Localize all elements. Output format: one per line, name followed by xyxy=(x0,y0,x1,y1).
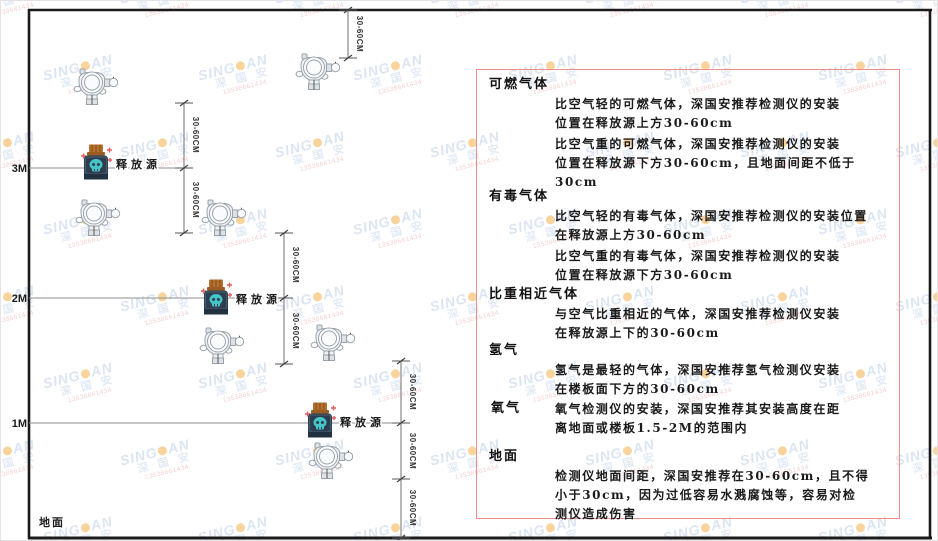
paragraph-line: 位置在释放源下方30-60cm xyxy=(555,268,734,282)
dimension-label: 30-60CM xyxy=(408,433,417,469)
release-source-label: 释放源 xyxy=(116,157,161,171)
panel-section-combustible-gas: 可燃气体 比空气轻的可燃气体，深国安推荐检测仪的安装 位置在释放源上方30-60cm… xyxy=(487,76,893,194)
dimension-tick-slash xyxy=(179,164,189,172)
gas-detector-icon xyxy=(201,199,247,236)
section-heading-ground: 地面 xyxy=(489,449,520,464)
section-paragraph: 比空气轻的可燃气体，深国安推荐检测仪的安装 位置在释放源上方30-60cm xyxy=(555,95,893,133)
skull-icon xyxy=(89,159,103,172)
dimension-tick-slash xyxy=(396,475,406,483)
release-source-icon xyxy=(305,402,336,438)
paragraph-line: 在释放源上下的30-60cm xyxy=(555,326,720,340)
spark-icon xyxy=(81,147,112,162)
guidelines-panel: 可燃气体 比空气轻的可燃气体，深国安推荐检测仪的安装 位置在释放源上方30-60cm… xyxy=(476,69,900,521)
panel-section-hydrogen: 氢气氢气是最轻的气体，深国安推荐氢气检测仪安装 在楼板面下方的30-60cm xyxy=(487,342,893,401)
dimension-tick-slash xyxy=(397,534,406,540)
panel-section-ground: 地面检测仪地面间距，深国安推荐在30-60cm，且不得 小于30cm，因为过低容易… xyxy=(487,448,893,526)
paragraph-line: 氧气检测仪的安装，深国安推荐其安装高度在距 xyxy=(555,402,841,416)
paragraph-line: 检测仪地面间距，深国安推荐在30-60cm，且不得 xyxy=(555,469,870,483)
section-paragraph: 比空气重的有毒气体，深国安推荐检测仪的安装 位置在释放源下方30-60cm xyxy=(555,247,893,285)
paragraph-line: 测仪造成伤害 xyxy=(555,507,637,521)
panel-section-toxic-gas: 有毒气体 比空气轻的有毒气体，深国安推荐检测仪的安装位置 在释放源上方30-60cm… xyxy=(487,188,893,287)
section-heading-combustible-gas: 可燃气体 xyxy=(489,77,550,92)
dimension-tick-slash xyxy=(396,357,406,365)
panel-section-similar-density-gas: 比重相近气体与空气比重相近的气体，深国安推荐检测仪安装 在释放源上下的30-60c… xyxy=(487,286,893,345)
paragraph-line: 30cm xyxy=(555,175,599,189)
release-source-label: 释放源 xyxy=(340,415,385,429)
dimension-label: 30-60CM xyxy=(291,313,300,349)
gas-detector-icon xyxy=(308,442,354,479)
release-source-icon xyxy=(201,279,232,315)
dimension-label: 30-60CM xyxy=(355,16,364,52)
panel-section-oxygen: 氧气 氧气检测仪的安装，深国安推荐其安装高度在距 离地面或楼板1.5-2M的范围内 xyxy=(487,400,893,440)
paragraph-line: 比空气重的可燃气体，深国安推荐检测仪的安装 xyxy=(555,137,841,151)
paragraph-line: 比空气轻的有毒气体，深国安推荐检测仪的安装位置 xyxy=(555,209,868,223)
section-paragraph: 与空气比重相近的气体，深国安推荐检测仪安装 在释放源上下的30-60cm xyxy=(555,305,893,343)
section-heading-toxic-gas: 有毒气体 xyxy=(489,189,550,204)
dimension-tick-slash xyxy=(396,419,406,427)
paragraph-line: 位置在释放源上方30-60cm xyxy=(555,116,734,130)
section-heading-hydrogen: 氢气 xyxy=(489,343,520,358)
paragraph-line: 比空气重的有毒气体，深国安推荐检测仪的安装 xyxy=(555,249,841,263)
dimension-label: 30-60CM xyxy=(191,117,200,153)
section-paragraph: 比空气轻的有毒气体，深国安推荐检测仪的安装位置 在释放源上方30-60cm xyxy=(555,207,893,245)
dimension-tick-slash xyxy=(279,229,289,237)
section-heading-oxygen: 氧气 xyxy=(491,401,522,416)
section-paragraph: 氢气是最轻的气体，深国安推荐氢气检测仪安装 在楼板面下方的30-60cm xyxy=(555,361,893,399)
spark-icon xyxy=(305,405,336,420)
height-label: 2M xyxy=(12,293,27,305)
release-source-label: 释放源 xyxy=(236,292,281,306)
dimension-label: 30-60CM xyxy=(408,490,417,526)
paragraph-line: 在楼板面下方的30-60cm xyxy=(555,382,720,396)
paragraph-line: 离地面或楼板1.5-2M的范围内 xyxy=(555,421,749,435)
section-paragraph: 氧气检测仪的安装，深国安推荐其安装高度在距 离地面或楼板1.5-2M的范围内 xyxy=(555,400,893,438)
paragraph-line: 比空气轻的可燃气体，深国安推荐检测仪的安装 xyxy=(555,97,841,111)
dimension-tick-slash xyxy=(279,294,289,302)
release-source-icon xyxy=(81,144,112,180)
section-paragraph: 比空气重的可燃气体，深国安推荐检测仪的安装位置在释放源下方30-60cm，且地面… xyxy=(555,135,893,192)
gas-detector-icon xyxy=(75,199,121,236)
height-label: 3M xyxy=(12,163,27,175)
skull-icon xyxy=(209,294,223,307)
dimension-tick-slash xyxy=(179,99,189,107)
gas-detector-icon xyxy=(73,68,119,105)
gas-detector-icon xyxy=(295,53,341,90)
section-heading-similar-density-gas: 比重相近气体 xyxy=(489,287,580,302)
spark-icon xyxy=(201,282,232,297)
height-label: 1M xyxy=(12,418,27,430)
paragraph-line: 小于30cm，因为过低容易水溅腐蚀等，容易对检 xyxy=(555,488,857,502)
dimension-tick-slash xyxy=(279,360,289,368)
dimension-tick-slash xyxy=(343,54,353,62)
dimension-tick-slash xyxy=(343,6,353,14)
section-paragraph: 检测仪地面间距，深国安推荐在30-60cm，且不得 小于30cm，因为过低容易水溅… xyxy=(555,467,893,524)
gas-detector-icon xyxy=(310,324,356,361)
skull-icon xyxy=(313,417,327,430)
dimension-label: 30-60CM xyxy=(408,374,417,410)
paragraph-line: 位置在释放源下方30-60cm，且地面间距不低于 xyxy=(555,156,856,170)
gas-detector-icon xyxy=(199,327,245,364)
paragraph-line: 在释放源上方30-60cm xyxy=(555,228,707,242)
dimension-tick-slash xyxy=(179,229,189,237)
dimension-label: 30-60CM xyxy=(191,182,200,218)
paragraph-line: 氢气是最轻的气体，深国安推荐氢气检测仪安装 xyxy=(555,363,841,377)
paragraph-line: 与空气比重相近的气体，深国安推荐检测仪安装 xyxy=(555,307,841,321)
dimension-label: 30-60CM xyxy=(291,247,300,283)
ground-label: 地面 xyxy=(39,515,65,529)
